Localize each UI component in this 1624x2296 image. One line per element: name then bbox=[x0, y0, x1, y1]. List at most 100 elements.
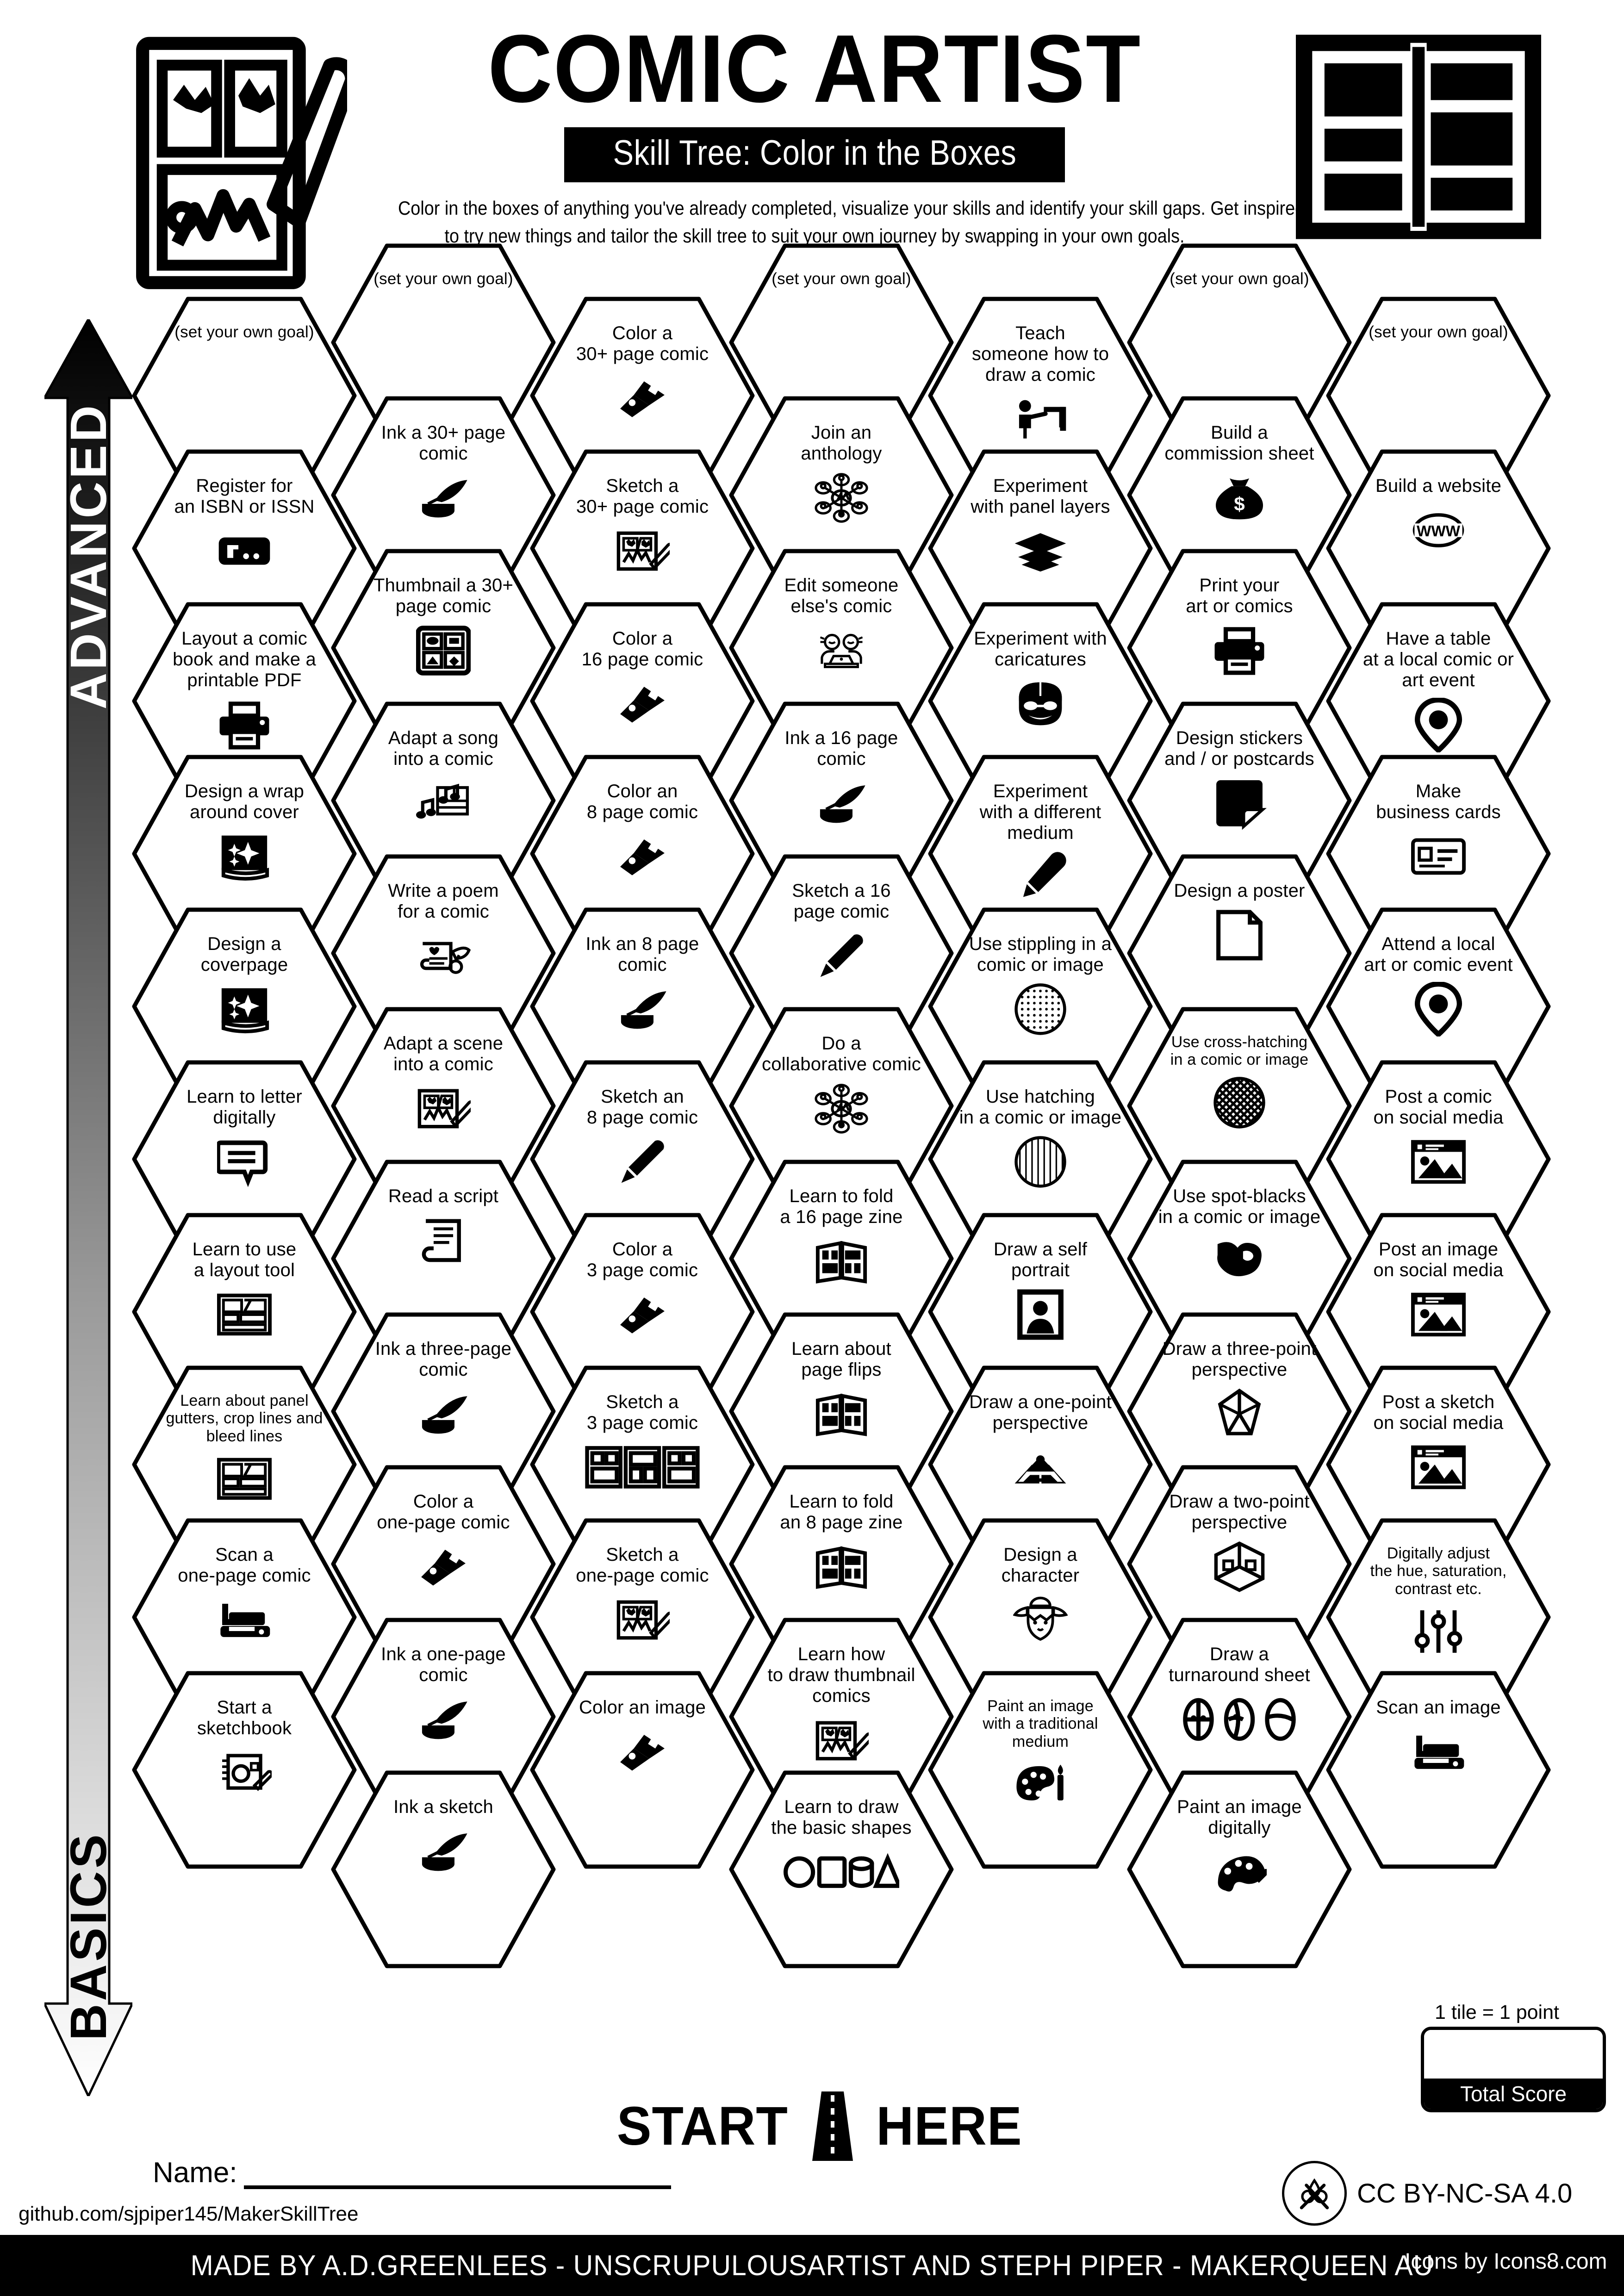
tile-point-note: 1 tile = 1 point bbox=[1435, 2001, 1559, 2023]
skill-hex-label: Experiment with a different medium bbox=[979, 781, 1101, 844]
skill-hex-col2-3[interactable]: Thumbnail a 30+ page comic bbox=[330, 548, 556, 747]
intro-paragraph: Color in the boxes of anything you've al… bbox=[398, 194, 1305, 249]
skill-hex-col1-10[interactable]: Start a sketchbook bbox=[131, 1670, 357, 1869]
skill-hex-col6-5[interactable]: Design a poster bbox=[1126, 854, 1352, 1053]
skill-hex-col3-4[interactable]: Color an 8 page comic bbox=[529, 754, 755, 953]
skill-hex-col7-10[interactable]: Scan an image bbox=[1325, 1670, 1551, 1869]
skill-hex-label: Teach someone how to draw a comic bbox=[971, 323, 1109, 385]
panel-layout-icon bbox=[217, 1452, 272, 1506]
skill-hex-col3-1[interactable]: Color a 30+ page comic bbox=[529, 296, 755, 495]
skill-hex-col2-2[interactable]: Ink a 30+ page comic bbox=[330, 396, 556, 595]
skill-hex-col3-10[interactable]: Color an image bbox=[529, 1670, 755, 1869]
skill-hex-content: Draw a three-point perspective bbox=[1126, 1312, 1352, 1511]
skill-hex-col2-1[interactable]: (set your own goal) bbox=[330, 243, 556, 442]
skill-hex-label: Join an anthology bbox=[801, 422, 882, 464]
skill-hex-label: Make business cards bbox=[1376, 781, 1501, 823]
total-score-label: Total Score bbox=[1460, 2082, 1567, 2106]
skill-hex-content: Learn to use a layout tool bbox=[131, 1212, 357, 1411]
skill-hex-label: Draw a three-point perspective bbox=[1162, 1339, 1317, 1380]
total-score-input[interactable] bbox=[1424, 2030, 1603, 2079]
skill-hex-col7-3[interactable]: Have a table at a local comic or art event bbox=[1325, 602, 1551, 800]
skill-hex-label: Draw a turnaround sheet bbox=[1169, 1644, 1310, 1686]
footer-text: MADE BY A.D.GREENLEES - UNSCRUPULOUSARTI… bbox=[190, 2249, 1434, 2282]
skill-hex-content: Color an image bbox=[529, 1670, 755, 1869]
skill-hex-col5-8[interactable]: Draw a one-point perspective bbox=[927, 1365, 1153, 1564]
layers-icon bbox=[1013, 524, 1068, 578]
skill-hex-content: Design a poster bbox=[1126, 854, 1352, 1053]
name-input-line[interactable] bbox=[243, 2183, 671, 2189]
quill-ink-icon bbox=[416, 1824, 471, 1879]
skill-hex-content: (set your own goal) bbox=[330, 243, 556, 442]
skill-hex-col1-2[interactable]: Register for an ISBN or ISSN bbox=[131, 449, 357, 648]
skill-hex-col4-10[interactable]: Learn how to draw thumbnail comics bbox=[728, 1617, 954, 1816]
two-point-perspective-icon bbox=[1212, 1539, 1267, 1594]
skill-hex-col1-7[interactable]: Learn to use a layout tool bbox=[131, 1212, 357, 1411]
skill-hex-col5-7[interactable]: Draw a self portrait bbox=[927, 1212, 1153, 1411]
skill-hex-content: Color a 30+ page comic bbox=[529, 296, 755, 495]
skill-hex-content: Thumbnail a 30+ page comic bbox=[330, 548, 556, 747]
skill-hex-col6-10[interactable]: Draw a turnaround sheet bbox=[1126, 1617, 1352, 1816]
paintbrush-icon bbox=[615, 676, 670, 731]
skill-hex-col5-3[interactable]: Experiment with caricatures bbox=[927, 602, 1153, 800]
skill-hex-label: Sketch a 30+ page comic bbox=[576, 476, 709, 517]
skill-hex-content: Design stickers and / or postcards bbox=[1126, 701, 1352, 900]
skill-hex-label: Thumbnail a 30+ page comic bbox=[373, 575, 514, 617]
skill-hex-col7-1[interactable]: (set your own goal) bbox=[1325, 296, 1551, 495]
skill-hex-col2-11[interactable]: Ink a sketch bbox=[330, 1770, 556, 1969]
skill-hex-col6-11[interactable]: Paint an image digitally bbox=[1126, 1770, 1352, 1969]
pencil-icon bbox=[615, 1135, 670, 1189]
skill-hex-col5-5[interactable]: Use stippling in a comic or image bbox=[927, 907, 1153, 1106]
name-field[interactable]: Name: bbox=[153, 2156, 671, 2189]
skill-hex-col6-2[interactable]: Build a commission sheet $ bbox=[1126, 396, 1352, 595]
barcode-icon bbox=[217, 524, 272, 578]
skill-hex-col7-5[interactable]: Attend a local art or comic event bbox=[1325, 907, 1551, 1106]
teacher-board-icon bbox=[1013, 392, 1068, 447]
skill-hex-label: Design a wrap around cover bbox=[184, 781, 305, 823]
skill-hex-col4-11[interactable]: Learn to draw the basic shapes bbox=[728, 1770, 954, 1969]
skill-hex-col4-8[interactable]: Learn about page flips bbox=[728, 1312, 954, 1511]
scanner-icon bbox=[217, 1593, 272, 1647]
skill-hex-col6-3[interactable]: Print your art or comics bbox=[1126, 548, 1352, 747]
skill-hex-col3-5[interactable]: Ink an 8 page comic bbox=[529, 907, 755, 1106]
skill-hex-content: Draw a self portrait bbox=[927, 1212, 1153, 1411]
skill-hex-content: Print your art or comics bbox=[1126, 548, 1352, 747]
skill-hex-col3-3[interactable]: Color a 16 page comic bbox=[529, 602, 755, 800]
skill-hex-content: Teach someone how to draw a comic bbox=[927, 296, 1153, 495]
skill-hex-col6-6[interactable]: Use cross-hatching in a comic or image bbox=[1126, 1006, 1352, 1205]
github-link[interactable]: github.com/sjpiper145/MakerSkillTree bbox=[19, 2203, 359, 2225]
skill-hex-col2-4[interactable]: Adapt a song into a comic bbox=[330, 701, 556, 900]
skill-hex-col5-10[interactable]: Paint an image with a traditional medium bbox=[927, 1670, 1153, 1869]
skill-hex-label: Draw a self portrait bbox=[993, 1239, 1088, 1281]
skill-hex-col1-1[interactable]: (set your own goal) bbox=[131, 296, 357, 495]
skill-hex-col7-6[interactable]: Post a comic on social media bbox=[1325, 1060, 1551, 1259]
skill-hex-col3-2[interactable]: Sketch a 30+ page comic bbox=[529, 449, 755, 648]
skill-hex-content: Learn to fold an 8 page zine bbox=[728, 1464, 954, 1663]
skill-hex-label: Use stippling in a comic or image bbox=[969, 934, 1112, 975]
skill-hex-content: Ink a 16 page comic bbox=[728, 701, 954, 900]
skill-hex-col7-2[interactable]: Build a website WWW bbox=[1325, 449, 1551, 648]
skill-hex-col4-7[interactable]: Learn to fold a 16 page zine bbox=[728, 1159, 954, 1358]
skill-hex-content: Make business cards bbox=[1325, 754, 1551, 953]
skill-hex-content: Post an image on social media bbox=[1325, 1212, 1551, 1411]
here-label: HERE bbox=[876, 2096, 1022, 2157]
skill-hex-content: Use spot-blacks in a comic or image bbox=[1126, 1159, 1352, 1358]
skill-hex-col5-1[interactable]: Teach someone how to draw a comic bbox=[927, 296, 1153, 495]
skill-hex-col7-7[interactable]: Post an image on social media bbox=[1325, 1212, 1551, 1411]
skill-hex-content: Attend a local art or comic event bbox=[1325, 907, 1551, 1106]
skill-hex-col1-9[interactable]: Scan a one-page comic bbox=[131, 1518, 357, 1717]
skill-hex-col1-6[interactable]: Learn to letter digitally bbox=[131, 1060, 357, 1259]
skill-hex-col6-8[interactable]: Draw a three-point perspective bbox=[1126, 1312, 1352, 1511]
quill-ink-icon bbox=[416, 1692, 471, 1747]
skill-hex-col5-6[interactable]: Use hatching in a comic or image bbox=[927, 1060, 1153, 1259]
skill-hex-col1-5[interactable]: Design a coverpage bbox=[131, 907, 357, 1106]
skill-hex-label: Design a character bbox=[1001, 1545, 1080, 1586]
total-score-label-bar: Total Score bbox=[1424, 2079, 1603, 2109]
skill-hex-label: Ink a three-page comic bbox=[375, 1339, 512, 1380]
skill-hex-content: Color a one-page comic bbox=[330, 1464, 556, 1663]
skill-hex-col7-8[interactable]: Post a sketch on social media bbox=[1325, 1365, 1551, 1564]
total-score-box[interactable]: Total Score bbox=[1421, 2027, 1606, 2112]
paintbrush-icon bbox=[615, 371, 670, 426]
page-title: COMIC ARTIST bbox=[487, 15, 1142, 123]
